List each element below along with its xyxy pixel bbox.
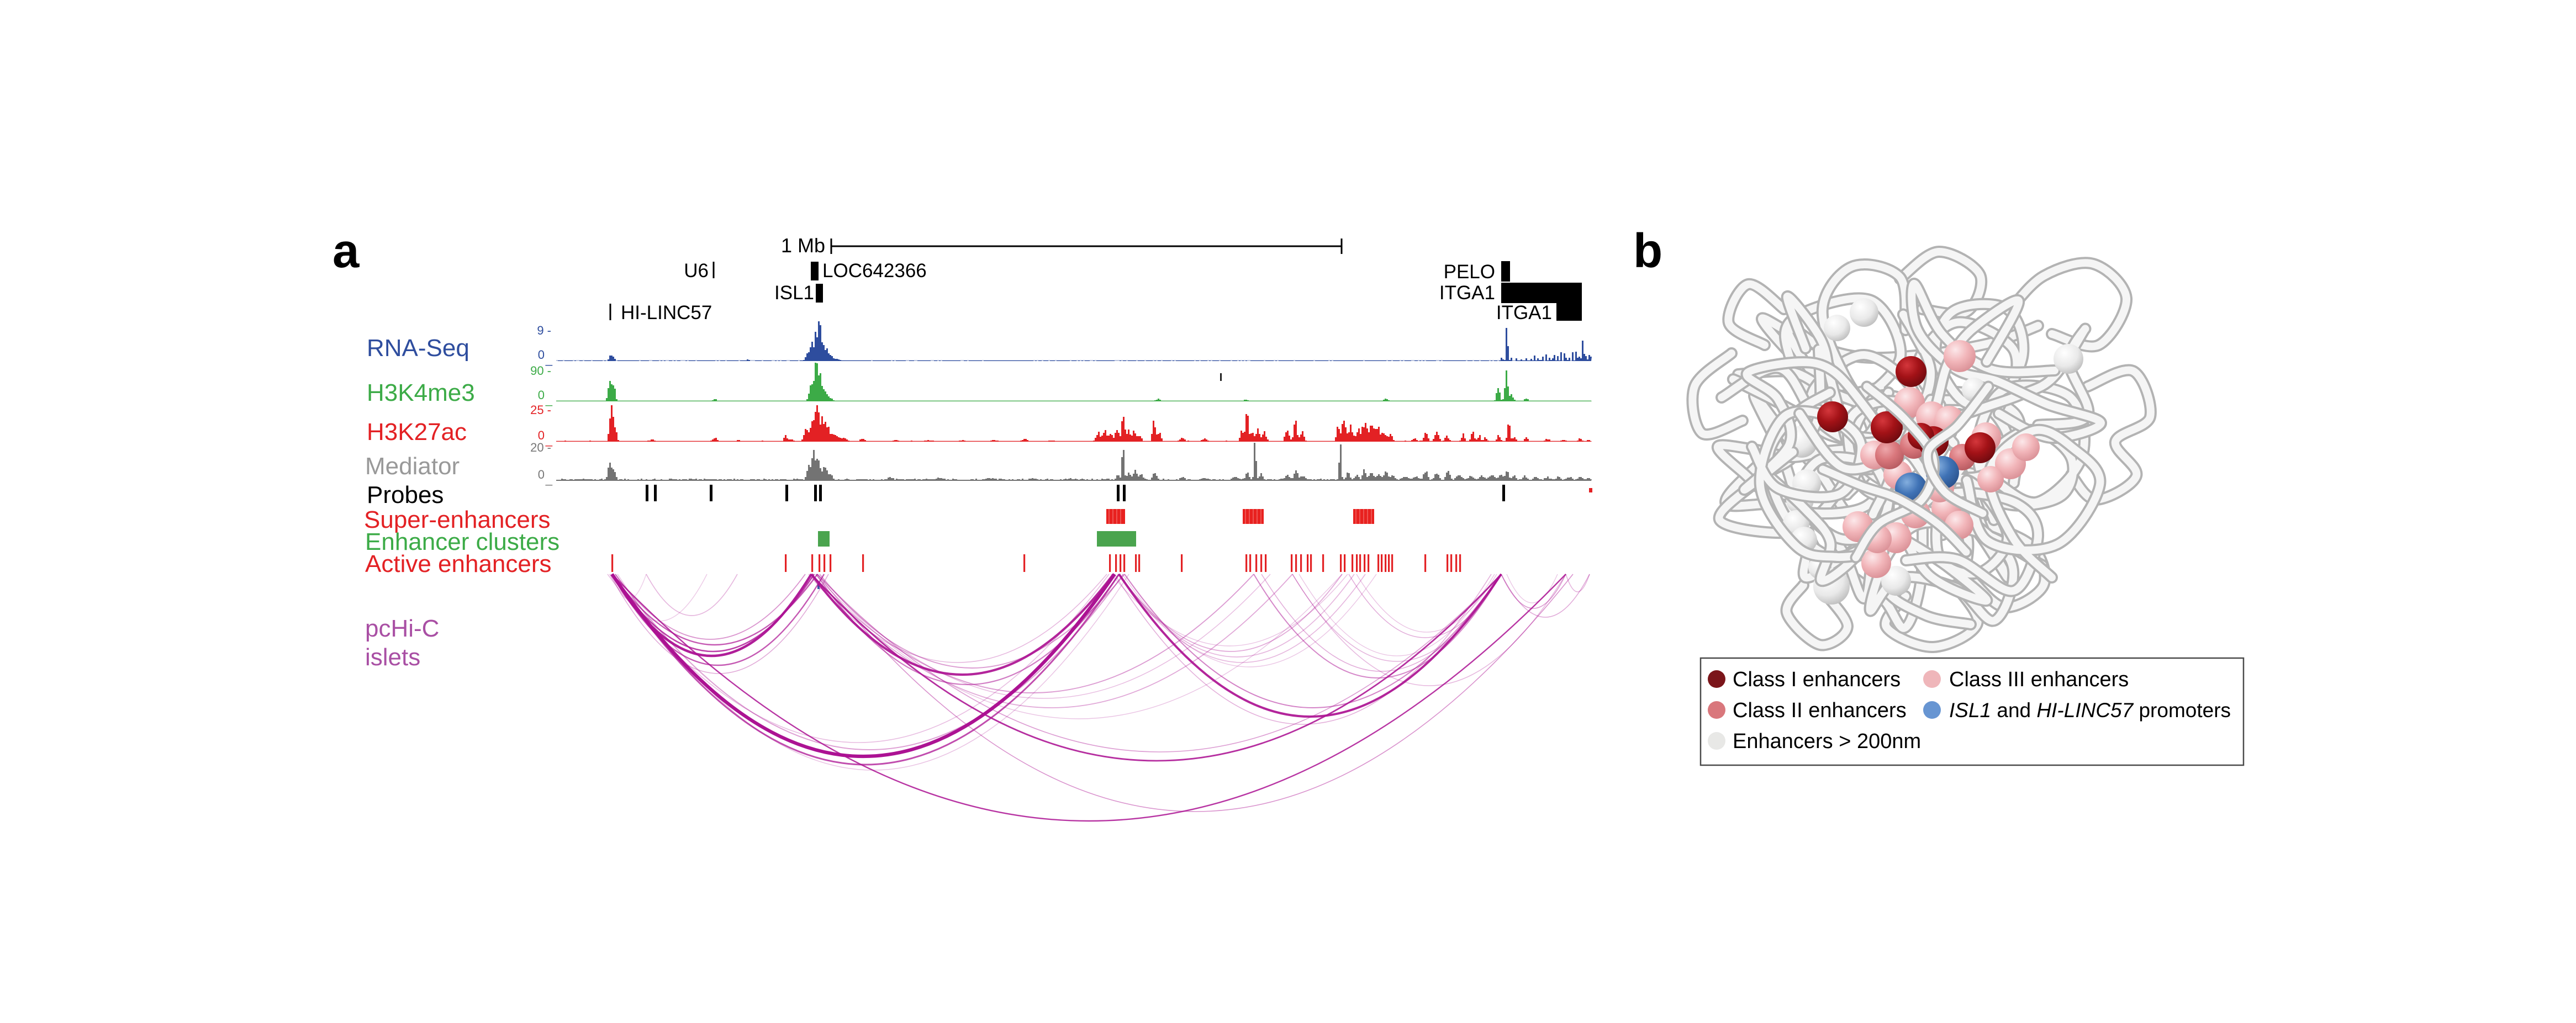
svg-text:0: 0 (538, 348, 545, 362)
svg-text:pcHi-C: pcHi-C (365, 615, 439, 642)
svg-text:H3K4me3: H3K4me3 (367, 379, 475, 406)
svg-text:_: _ (545, 433, 553, 447)
svg-text:ISL1: ISL1 (774, 282, 814, 304)
svg-text:a: a (332, 224, 360, 278)
svg-text:Enhancer clusters: Enhancer clusters (365, 528, 559, 555)
svg-text:Enhancers > 200nm: Enhancers > 200nm (1733, 730, 1921, 753)
svg-text:1 Mb: 1 Mb (781, 234, 825, 257)
svg-text:25 -: 25 - (530, 403, 551, 417)
svg-text:20 -: 20 - (530, 441, 551, 454)
svg-text:Class III enhancers: Class III enhancers (1949, 668, 2129, 691)
svg-text:ITGA1: ITGA1 (1496, 302, 1552, 324)
svg-text:0: 0 (538, 428, 545, 442)
svg-text:_: _ (545, 393, 553, 406)
svg-text:Class II enhancers: Class II enhancers (1733, 699, 1907, 722)
svg-text:islets: islets (365, 644, 420, 671)
svg-text:U6: U6 (684, 260, 709, 282)
svg-text:H3K27ac: H3K27ac (367, 418, 467, 446)
svg-text:b: b (1633, 224, 1662, 278)
svg-text:LOC642366: LOC642366 (822, 260, 927, 282)
svg-text:ITGA1: ITGA1 (1439, 282, 1495, 304)
svg-text:ISL1 and HI-LINC57 promoters: ISL1 and HI-LINC57 promoters (1949, 699, 2231, 722)
svg-text:Active enhancers: Active enhancers (365, 550, 552, 577)
svg-text:0: 0 (538, 468, 545, 481)
svg-text:_: _ (545, 472, 553, 486)
svg-text:_: _ (545, 352, 553, 366)
svg-text:HI-LINC57: HI-LINC57 (621, 302, 712, 324)
svg-text:9 -: 9 - (537, 324, 551, 337)
svg-text:Class I enhancers: Class I enhancers (1733, 668, 1901, 691)
svg-text:0: 0 (538, 388, 545, 402)
svg-text:Probes: Probes (367, 481, 444, 508)
svg-text:RNA-Seq: RNA-Seq (367, 335, 469, 362)
svg-text:PELO: PELO (1444, 261, 1495, 283)
svg-text:90 -: 90 - (530, 364, 551, 378)
svg-text:Super-enhancers: Super-enhancers (364, 506, 551, 533)
svg-text:Mediator: Mediator (365, 453, 460, 480)
